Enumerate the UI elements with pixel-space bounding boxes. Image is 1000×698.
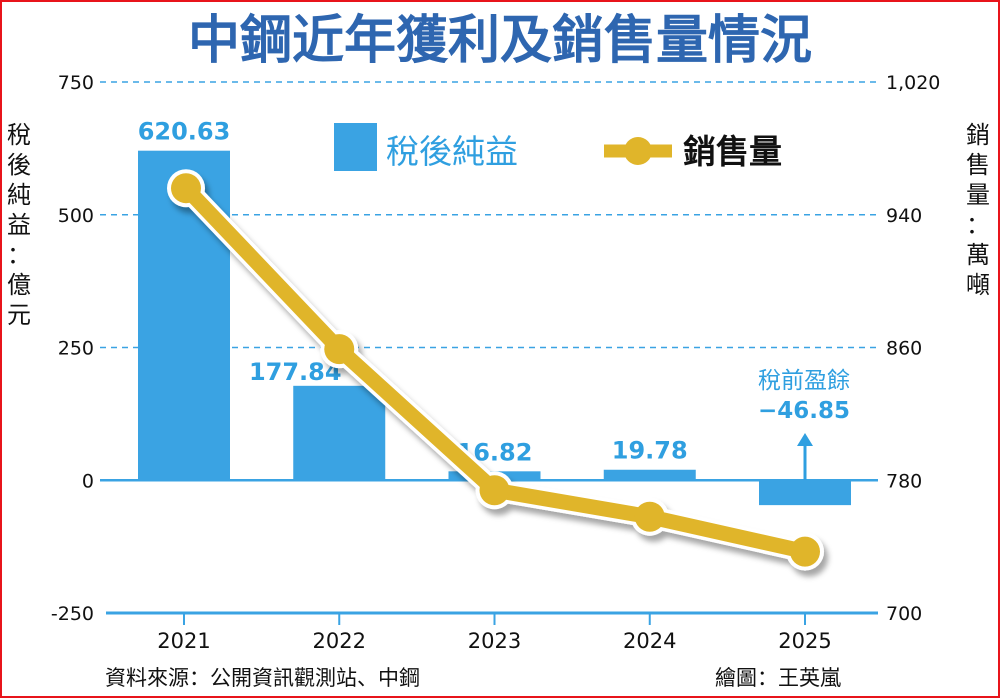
legend-bar-label: 稅後純益 [386, 132, 518, 171]
left-tick-label: -250 [51, 603, 94, 625]
bar-2022 [293, 385, 386, 481]
bar-2025 [759, 480, 851, 506]
x-tick-label: 2021 [157, 629, 210, 653]
right-tick-label: 940 [886, 205, 922, 227]
legend-line-label: 銷售量 [683, 132, 782, 171]
sales-line [167, 169, 824, 571]
right-tick-label: 700 [886, 603, 922, 625]
gridlines [100, 81, 878, 349]
left-axis-label: 稅後純益：億元 [7, 121, 31, 329]
legend-line-marker [624, 137, 652, 165]
x-tick-label: 2022 [313, 629, 366, 653]
legend-bar-swatch [334, 123, 377, 171]
left-tick-label: 250 [58, 338, 94, 360]
legend: 稅後純益 銷售量 [334, 123, 782, 171]
x-tick-label: 2025 [778, 629, 831, 653]
sales-marker-2021 [171, 173, 201, 204]
x-tick-label: 2024 [623, 629, 676, 653]
sales-marker-2022 [324, 334, 355, 365]
right-tick-label: 1,020 [886, 72, 940, 94]
left-tick-label: 750 [58, 72, 94, 94]
annotation: 稅前盈餘 −46.85 [758, 368, 850, 480]
annotation-value: −46.85 [758, 398, 850, 424]
source-note: 資料來源：公開資訊觀測站、中鋼 [105, 666, 420, 690]
bar-value-label: 620.63 [138, 118, 231, 146]
chart-title: 中鋼近年獲利及銷售量情況 [188, 11, 812, 71]
annotation-arrow-icon [797, 433, 813, 446]
left-tick-label: 500 [58, 205, 94, 227]
sales-marker-2025 [790, 536, 820, 567]
annotation-title: 稅前盈餘 [758, 368, 850, 394]
credit-note: 繪圖：王英嵐 [715, 666, 841, 690]
right-axis-label: 銷售量：萬噸 [966, 121, 990, 299]
bar-2024 [603, 469, 696, 481]
x-axis: 2021 2022 2023 2024 2025 [106, 611, 878, 653]
left-axis-ticks: 750 500 250 0 -250 [51, 72, 94, 625]
left-tick-label: 0 [82, 470, 94, 492]
bar-value-label: 19.78 [612, 437, 688, 465]
x-tick-label: 2023 [468, 629, 521, 653]
sales-marker-2023 [479, 475, 510, 506]
right-tick-label: 860 [886, 338, 922, 360]
right-axis-ticks: 1,020 940 860 780 700 [886, 72, 940, 625]
right-tick-label: 780 [886, 470, 922, 492]
sales-marker-2024 [634, 501, 665, 532]
